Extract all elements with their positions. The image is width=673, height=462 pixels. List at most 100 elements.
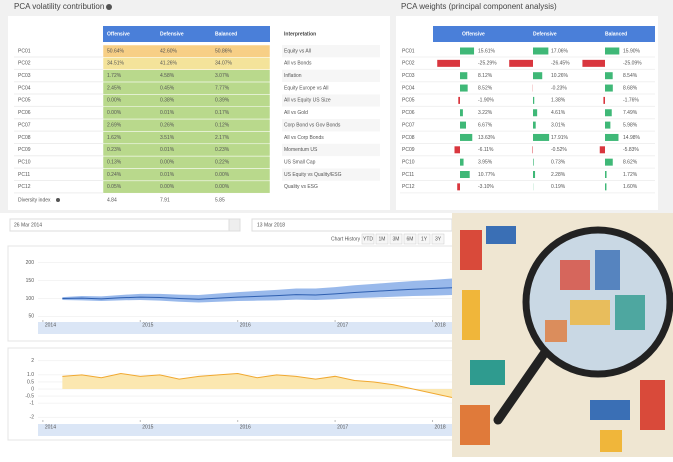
cell: 34.51% <box>107 61 125 67</box>
weight-bar <box>582 60 605 67</box>
cell: 0.00% <box>107 98 122 104</box>
weight-label: 2.28% <box>551 172 566 178</box>
info-icon[interactable] <box>56 198 60 202</box>
weight-label: 3.95% <box>478 159 493 165</box>
weight-label: -6.11% <box>478 147 494 153</box>
cell: 0.13% <box>107 159 122 165</box>
y-tick-label: -0.5 <box>25 393 34 399</box>
cell: 50.86% <box>215 48 233 54</box>
row-label: PC01 <box>18 48 31 54</box>
row-label: PC02 <box>18 61 31 67</box>
y-tick-label: -2 <box>30 415 35 421</box>
row-label: PC07 <box>402 122 415 128</box>
weight-bar <box>533 159 534 166</box>
weight-label: 0.73% <box>551 159 566 165</box>
cell: 0.23% <box>215 147 230 153</box>
tile <box>590 400 630 420</box>
row-label: PC09 <box>18 147 31 153</box>
weight-bar <box>605 109 612 116</box>
cell: 4.58% <box>160 73 175 79</box>
column-header: Balanced <box>215 31 237 37</box>
row-label: PC06 <box>402 110 415 116</box>
weight-label: 0.19% <box>551 184 566 190</box>
weight-bar <box>460 171 470 178</box>
cell: 0.00% <box>160 184 175 190</box>
weight-label: 5.98% <box>623 122 638 128</box>
cell: 42.60% <box>160 48 178 54</box>
weight-bar <box>605 159 613 166</box>
weight-bar <box>533 72 542 79</box>
heat-row <box>103 144 270 156</box>
cell: 0.23% <box>107 147 122 153</box>
heat-row <box>103 169 270 181</box>
row-label: PC11 <box>402 172 414 178</box>
panel-title: PCA volatility contribution <box>14 2 104 11</box>
info-icon[interactable] <box>106 4 112 10</box>
heat-row <box>103 181 270 193</box>
x-tick-label: 2018 <box>435 322 446 328</box>
row-label: PC04 <box>402 85 415 91</box>
weight-label: 15.61% <box>478 48 496 54</box>
cell: 0.38% <box>160 98 175 104</box>
calendar-button[interactable] <box>229 219 240 231</box>
interpretation: US Equity vs Quality/ESG <box>284 172 342 178</box>
cell: 34.07% <box>215 61 233 67</box>
interpretation: All vs Equity US Size <box>284 98 331 104</box>
interpretation: Quality vs ESG <box>284 184 318 190</box>
diversity-value: 7.91 <box>160 197 170 203</box>
weight-bar <box>533 48 548 55</box>
cell: 0.39% <box>215 98 230 104</box>
cell: 2.17% <box>215 135 230 141</box>
cell: 0.22% <box>215 159 230 165</box>
weight-bar <box>605 171 607 178</box>
heat-row <box>103 119 270 131</box>
weight-label: -0.23% <box>551 85 567 91</box>
tile <box>460 230 482 270</box>
date-input[interactable] <box>10 219 240 231</box>
cell: 0.01% <box>160 147 175 153</box>
weight-label: 8.52% <box>478 85 493 91</box>
cell: 1.62% <box>107 135 122 141</box>
tile <box>545 320 567 342</box>
interpretation: Inflation <box>284 73 302 79</box>
weight-label: 8.68% <box>623 85 638 91</box>
weight-bar <box>605 183 606 190</box>
interpretation: All vs Corp Bonds <box>284 135 324 141</box>
weight-bar <box>533 122 536 129</box>
range-label: 1M <box>379 236 386 242</box>
weight-bar <box>603 97 605 104</box>
tile <box>486 226 516 244</box>
tile <box>600 430 622 452</box>
y-tick-label: 2 <box>31 358 34 364</box>
x-tick-label: 2014 <box>45 424 56 430</box>
weight-bar <box>533 109 537 116</box>
weight-label: 7.49% <box>623 110 638 116</box>
weight-bar <box>457 183 460 190</box>
x-tick-label: 2014 <box>45 322 56 328</box>
cell: 0.45% <box>160 85 175 91</box>
weight-bar <box>605 72 613 79</box>
weight-label: 17.91% <box>551 135 569 141</box>
x-tick-label: 2017 <box>337 424 348 430</box>
weight-bar <box>458 97 460 104</box>
cell: 0.00% <box>107 110 122 116</box>
weight-label: 3.22% <box>478 110 493 116</box>
tile <box>595 250 620 290</box>
weight-bar <box>605 122 610 129</box>
heat-row <box>103 156 270 168</box>
heat-row <box>103 45 270 57</box>
interpretation: Equity Europe vs All <box>284 85 328 91</box>
row-label: PC06 <box>18 110 31 116</box>
y-tick-label: 0.5 <box>27 379 34 385</box>
weight-label: 1.38% <box>551 98 566 104</box>
column-header: Defensive <box>533 31 557 37</box>
cell: 2.45% <box>107 85 122 91</box>
weight-label: 14.98% <box>623 135 641 141</box>
weight-bar <box>460 48 474 55</box>
cell: 0.24% <box>107 172 122 178</box>
row-label: PC03 <box>18 73 31 79</box>
weight-label: 4.61% <box>551 110 566 116</box>
interpretation: US Small Cap <box>284 159 316 165</box>
x-tick-label: 2015 <box>142 424 153 430</box>
cell: 2.69% <box>107 122 122 128</box>
